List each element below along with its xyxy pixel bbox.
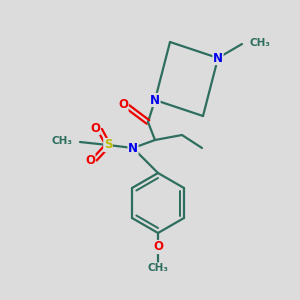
Text: CH₃: CH₃ xyxy=(51,136,72,146)
Text: O: O xyxy=(85,154,95,167)
Text: N: N xyxy=(213,52,223,64)
Text: O: O xyxy=(153,241,163,254)
Text: O: O xyxy=(90,122,100,134)
Text: N: N xyxy=(128,142,138,154)
Text: CH₃: CH₃ xyxy=(148,263,169,273)
Text: S: S xyxy=(104,139,112,152)
Text: CH₃: CH₃ xyxy=(250,38,271,48)
Text: N: N xyxy=(150,94,160,106)
Text: O: O xyxy=(118,98,128,112)
